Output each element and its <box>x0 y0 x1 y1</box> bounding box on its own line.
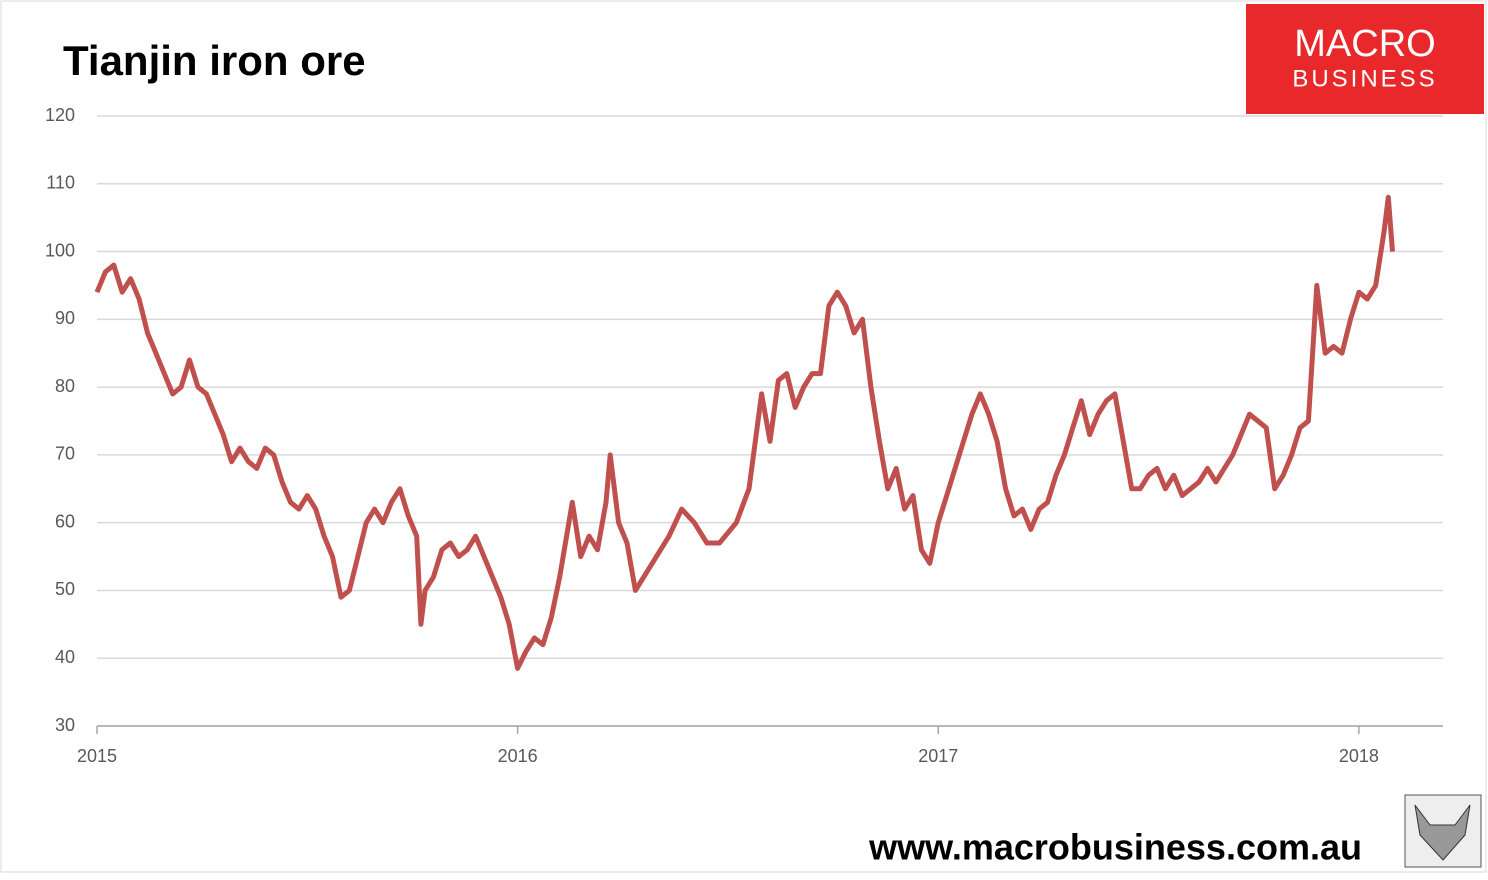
logo-text: BUSINESS <box>1292 65 1437 92</box>
logo-text: MACRO <box>1294 23 1435 65</box>
y-tick-label: 110 <box>46 173 75 193</box>
source-url: www.macrobusiness.com.au <box>868 827 1362 868</box>
y-tick-label: 120 <box>45 105 75 125</box>
x-tick-label: 2018 <box>1339 746 1379 766</box>
x-tick-label: 2015 <box>77 746 117 766</box>
y-tick-label: 30 <box>55 715 75 735</box>
y-tick-label: 90 <box>55 308 75 328</box>
y-tick-label: 50 <box>55 579 75 599</box>
fox-icon <box>1414 804 1471 861</box>
logo-box <box>1246 4 1484 114</box>
chart-title: Tianjin iron ore <box>63 37 366 84</box>
y-tick-label: 80 <box>55 376 75 396</box>
y-tick-label: 100 <box>45 240 75 260</box>
x-tick-label: 2017 <box>918 746 958 766</box>
y-tick-label: 60 <box>55 511 75 531</box>
x-tick-label: 2016 <box>498 746 538 766</box>
y-tick-label: 40 <box>55 647 75 667</box>
line-series <box>94 194 1395 671</box>
y-tick-label: 70 <box>55 444 75 464</box>
